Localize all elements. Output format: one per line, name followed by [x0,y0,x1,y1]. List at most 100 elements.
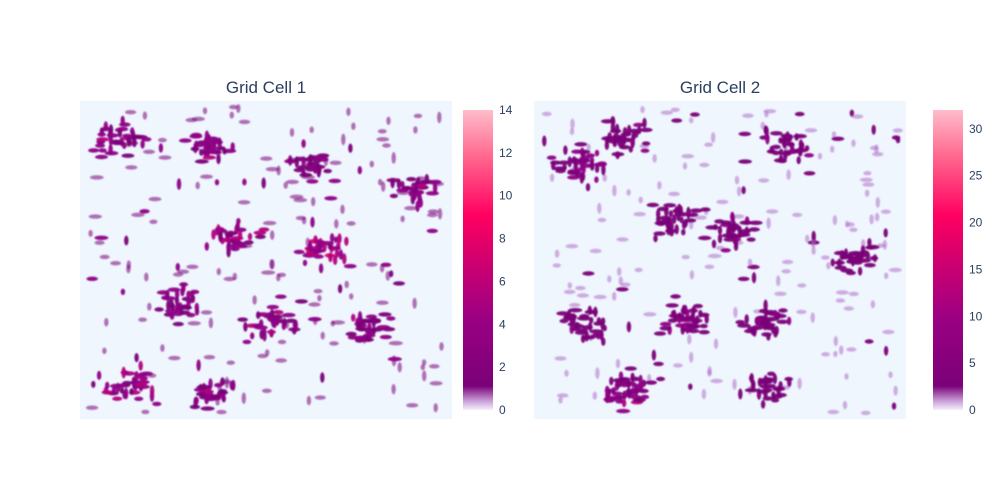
heatmap-cell [344,236,349,246]
heatmap-cell [351,122,356,130]
chart-title-grid-cell-2: Grid Cell 2 [679,78,761,97]
heatmap-cell [610,116,615,124]
heatmap-cell [646,202,659,208]
heatmap-cell [437,111,442,124]
heatmap-cell [654,221,667,226]
heatmap-cell [654,331,666,336]
heatmap-cell [417,196,423,204]
heatmap-cell [337,284,343,294]
heatmap-cell [342,253,347,265]
heatmap-cell [388,270,394,278]
heatmap-cell [429,364,440,369]
heatmap-cell [203,145,208,154]
colorbar-grid-cell-1 [463,110,493,410]
heatmap-cell [731,237,741,242]
heatmap-cell [827,409,840,415]
heatmap-cell [576,293,590,298]
heatmap-cell [587,305,592,315]
heatmap-cell [616,380,621,388]
heatmap-cell [126,135,131,147]
heatmap-cell [229,104,238,110]
heatmap-cell [195,181,200,190]
heatmap-cell [292,321,297,328]
heatmap-cell [701,388,707,400]
heatmap-cell [313,289,323,294]
heatmap-cell [376,137,390,142]
heatmap-cell [737,276,750,282]
heatmap-cell [611,387,616,395]
heatmap-cell [293,197,308,203]
heatmap-cell [196,359,201,372]
heatmap-cell [630,387,635,397]
heatmap-cell [88,229,93,237]
heatmap-cell [386,316,396,321]
heatmap-cell [871,124,876,135]
heatmap-cell [429,381,443,386]
heatmap-cell [387,356,402,362]
heatmap-cell [189,289,200,295]
heatmap-cell [883,228,888,238]
heatmap-cell [108,144,113,155]
colorbar-tick-label: 20 [969,216,983,230]
heatmap-cell [621,399,627,408]
heatmap-cell [177,269,190,274]
heatmap-cell [550,160,562,165]
heatmap-cell [888,267,902,273]
heatmap-cell [117,129,123,138]
heatmap-cell [226,360,235,365]
heatmap-cell [282,312,296,318]
heatmap-cell [354,335,368,340]
heatmap-cell [564,369,569,377]
heatmap-cell [86,276,98,281]
heatmap-cell [108,124,114,136]
heatmap-cell [704,264,715,269]
heatmap-cell [653,231,666,236]
heatmap-cell [617,267,622,276]
heatmap-cell [406,403,419,408]
heatmap-cell [208,317,214,329]
heatmap-cell [378,178,383,186]
heatmap-cell [716,199,729,205]
heatmap-cell [337,233,342,244]
heatmap-cell [681,304,687,315]
heatmap-cell [293,249,305,255]
heatmap-cell [400,215,405,223]
heatmap-cell [652,154,657,163]
heatmap-cell [840,268,854,273]
heatmap-cell [864,189,870,197]
heatmap-cell [413,113,423,119]
heatmap-cell [821,255,830,260]
heatmap-cell [626,321,632,333]
heatmap-cell [556,311,570,316]
heatmap-cell [693,303,703,309]
heatmap-cell [379,334,392,340]
heatmap-cell [732,214,745,219]
heatmap-cell [95,143,106,148]
heatmap-cell [574,330,588,335]
heatmap-cell [567,156,572,168]
heatmap-cell [308,242,313,253]
colorbar-tick-label: 15 [969,262,983,276]
heatmap-cell [668,313,683,318]
heatmap-cell [880,209,891,214]
colorbar-tick-label: 6 [499,274,506,288]
heatmap-cell [275,294,287,299]
heatmap-cell [382,143,391,148]
heatmap-cell [699,323,708,329]
heatmap-cell [578,158,591,163]
heatmap-cell [260,156,273,161]
heatmap-cell [786,142,795,147]
heatmap-cell [340,204,345,214]
heatmap-cell [851,139,856,147]
heatmap-cell [738,230,743,239]
heatmap-cell [737,323,751,328]
heatmap-cell [303,157,314,162]
heatmap-cell [104,317,109,327]
heatmap-cell [717,225,723,235]
heatmap-cell [357,166,362,175]
heatmap-cell [554,249,560,258]
heatmap-cell [746,237,756,242]
colorbar-tick-label: 12 [499,146,513,160]
colorbar-tick-label: 5 [969,356,976,370]
heatmap-cell [742,113,754,118]
